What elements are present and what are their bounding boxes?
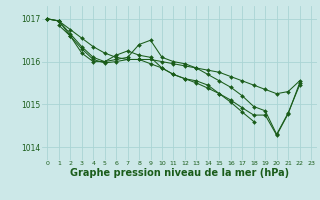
X-axis label: Graphe pression niveau de la mer (hPa): Graphe pression niveau de la mer (hPa)	[70, 168, 289, 178]
